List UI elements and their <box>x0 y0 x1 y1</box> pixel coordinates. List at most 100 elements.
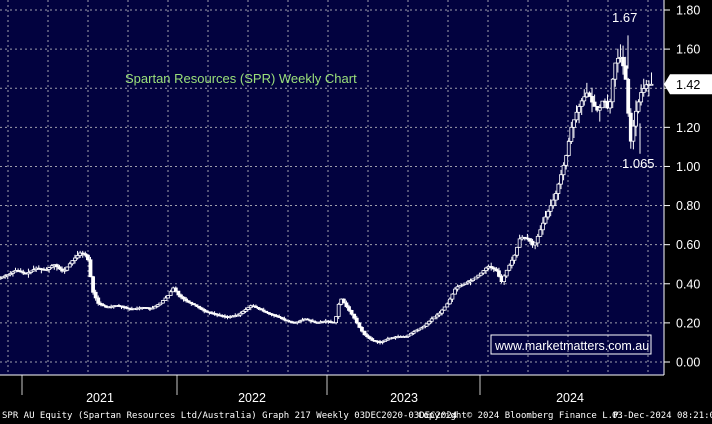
candle-body <box>528 238 532 242</box>
candle-body <box>163 297 168 301</box>
candle-body <box>406 334 411 337</box>
candle-body <box>173 287 178 292</box>
candle-body <box>385 338 390 341</box>
candle-body <box>592 101 597 107</box>
candle-body <box>241 310 245 314</box>
candle-body <box>370 338 375 341</box>
candle-body <box>548 205 553 212</box>
candle-body <box>621 56 625 67</box>
candle-body <box>460 283 465 286</box>
y-tick-label: 1.00 <box>676 160 700 174</box>
candle-body <box>3 275 8 278</box>
candle-body <box>561 164 566 176</box>
watermark-text: www.marketmatters.com.au <box>494 339 649 353</box>
candle-body <box>347 306 351 311</box>
candle-body <box>471 278 476 281</box>
candle-body <box>73 257 77 261</box>
plot-background <box>0 0 664 375</box>
candle-body <box>538 229 543 237</box>
candle-body <box>26 272 31 275</box>
candle-body <box>266 312 271 314</box>
candle-body <box>336 303 341 317</box>
candle-body <box>365 334 370 338</box>
candle-body <box>440 309 444 314</box>
candle-body <box>181 296 186 300</box>
candle-body <box>57 266 62 270</box>
candle-body <box>649 83 654 86</box>
candle-body <box>553 193 558 201</box>
candle-body <box>453 288 457 295</box>
candle-body <box>254 305 258 308</box>
candle-body <box>497 270 501 277</box>
candle-body <box>21 271 26 274</box>
candle-body <box>158 302 163 306</box>
candle-body <box>450 293 455 300</box>
candle-body <box>297 320 302 323</box>
candle-body <box>362 330 367 336</box>
candle-body <box>484 267 488 271</box>
candle-body <box>256 307 261 310</box>
candle-body <box>98 302 103 306</box>
y-tick-label: 0.00 <box>676 356 700 370</box>
candle-body <box>285 319 289 322</box>
candle-body <box>5 274 10 277</box>
candle-body <box>67 263 72 268</box>
candle-body <box>559 174 563 185</box>
candle-body <box>411 331 416 334</box>
candle-body <box>189 301 194 304</box>
candle-body <box>579 100 584 107</box>
candle-body <box>437 312 442 316</box>
candle-body <box>150 307 155 310</box>
candle-body <box>0 277 2 280</box>
candle-body <box>543 216 548 224</box>
candle-body <box>623 65 628 80</box>
candle-body <box>274 315 279 317</box>
candle-body <box>582 96 587 102</box>
candle-body <box>409 333 413 336</box>
candle-body <box>75 255 80 259</box>
y-tick-label: 1.20 <box>676 121 700 135</box>
candle-body <box>357 322 362 328</box>
y-tick-label: 0.80 <box>676 199 700 213</box>
candle-body <box>507 264 512 271</box>
candle-body <box>641 88 646 93</box>
last-price-box <box>664 74 712 95</box>
candle-body <box>160 300 165 304</box>
candle-body <box>155 304 160 307</box>
candle-body <box>202 309 207 312</box>
candle-body <box>153 305 158 309</box>
candle-body <box>264 310 269 313</box>
annotations: 1.67 1.065 1.42 <box>612 10 712 171</box>
candle-body <box>29 270 33 273</box>
high-annotation: 1.67 <box>612 10 637 25</box>
candle-body <box>383 339 388 342</box>
candle-body <box>199 307 204 310</box>
candle-body <box>590 96 594 103</box>
watermark: www.marketmatters.com.au <box>490 334 652 355</box>
footer-copyright: Copyright© 2024 Bloomberg Finance L.P. <box>418 411 624 421</box>
candle-body <box>259 308 264 311</box>
low-annotation: 1.065 <box>622 156 655 171</box>
candle-body <box>491 267 496 270</box>
axis-background <box>664 0 712 408</box>
candle-body <box>608 101 613 109</box>
candle-body <box>432 316 437 320</box>
candle-body <box>473 276 478 280</box>
footer-timestamp: 03-Dec-2024 08:21:09 <box>612 411 712 421</box>
candle-body <box>613 62 618 80</box>
candle-body <box>184 298 189 302</box>
candle-body <box>83 253 88 256</box>
candle-body <box>597 107 602 111</box>
candle-body <box>179 294 183 298</box>
candle-body <box>574 111 579 121</box>
candle-body <box>18 270 23 273</box>
candle-body <box>91 276 95 293</box>
footer-security-info: SPR AU Equity (Spartan Resources Ltd/Aus… <box>2 411 458 421</box>
x-tick-label: 2024 <box>556 391 584 405</box>
candle-body <box>644 84 649 89</box>
candle-body <box>191 303 196 306</box>
candle-body <box>341 298 346 304</box>
candle-body <box>424 323 429 327</box>
footer-bar: SPR AU Equity (Spartan Resources Ltd/Aus… <box>0 408 712 424</box>
candle-body <box>62 269 67 272</box>
